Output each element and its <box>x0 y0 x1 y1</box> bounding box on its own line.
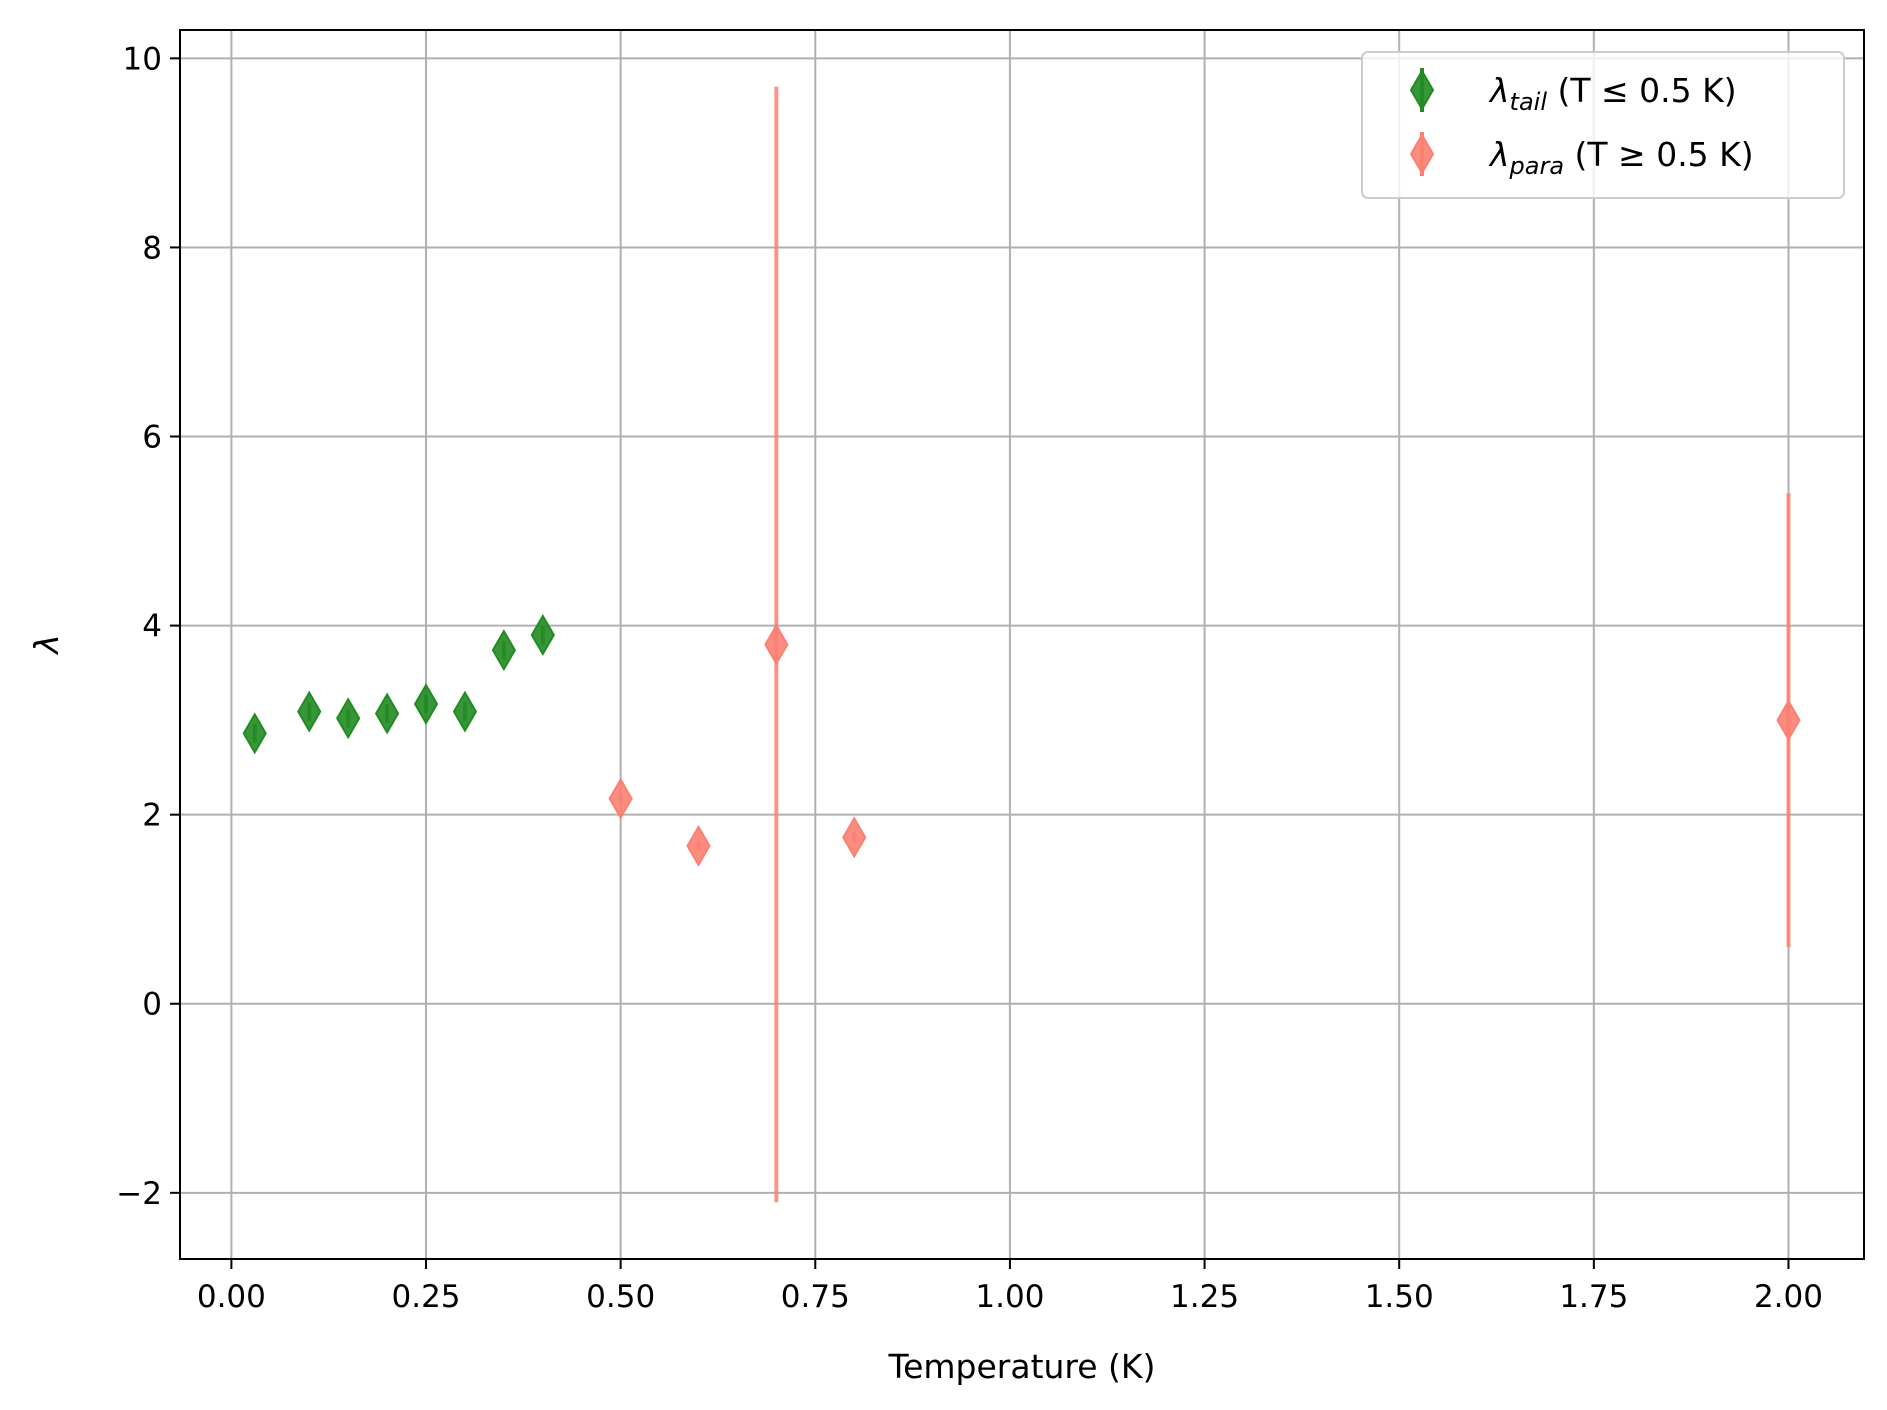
data-point <box>413 683 439 726</box>
data-markers <box>242 614 1801 867</box>
x-tick-label: 1.75 <box>1559 1279 1628 1315</box>
x-tick-label: 1.25 <box>1170 1279 1239 1315</box>
x-tick-label: 1.50 <box>1365 1279 1434 1315</box>
y-tick-label: −2 <box>116 1176 162 1212</box>
grid <box>180 30 1864 1259</box>
y-tick-label: 2 <box>142 798 162 834</box>
plot-frame <box>179 29 1865 1260</box>
legend-label: λpara (T ≥ 0.5 K) <box>1488 135 1754 180</box>
y-tick-label: 0 <box>142 987 162 1023</box>
x-tick-label: 0.50 <box>586 1279 655 1315</box>
y-axis-label: λ <box>27 634 66 656</box>
data-point <box>336 697 361 740</box>
x-tick-label: 0.00 <box>197 1279 266 1315</box>
y-tick-label: 10 <box>123 41 162 77</box>
data-point <box>608 777 633 820</box>
data-point <box>297 690 322 733</box>
legend-label: λtail (T ≤ 0.5 K) <box>1488 71 1737 116</box>
data-point <box>1776 699 1801 742</box>
data-point <box>530 614 555 657</box>
data-point <box>491 629 517 672</box>
x-axis-ticks: 0.00 0.25 0.50 0.75 1.00 1.25 1.50 1.75 2.00 <box>197 1259 1823 1315</box>
legend-marker <box>1409 69 1435 111</box>
x-tick-label: 2.00 <box>1754 1279 1823 1315</box>
data-point <box>242 712 267 755</box>
y-axis-ticks: −2 0 2 4 6 8 10 <box>116 41 180 1212</box>
data-point <box>374 692 400 735</box>
legend-marker <box>1409 133 1435 175</box>
x-tick-label: 0.75 <box>781 1279 850 1315</box>
plot-background <box>180 30 1864 1259</box>
y-tick-label: 6 <box>142 420 162 456</box>
y-tick-label: 4 <box>142 609 162 645</box>
data-point <box>842 816 867 859</box>
legend: λtail (T ≤ 0.5 K) λpara (T ≥ 0.5 K) <box>1361 51 1845 199</box>
y-tick-label: 8 <box>142 230 162 266</box>
data-point <box>686 824 711 867</box>
data-point <box>452 690 478 733</box>
data-point <box>764 623 789 666</box>
x-axis-label: Temperature (K) <box>888 1347 1156 1386</box>
x-tick-label: 0.25 <box>392 1279 461 1315</box>
legend-box <box>1361 51 1845 199</box>
x-tick-label: 1.00 <box>975 1279 1044 1315</box>
